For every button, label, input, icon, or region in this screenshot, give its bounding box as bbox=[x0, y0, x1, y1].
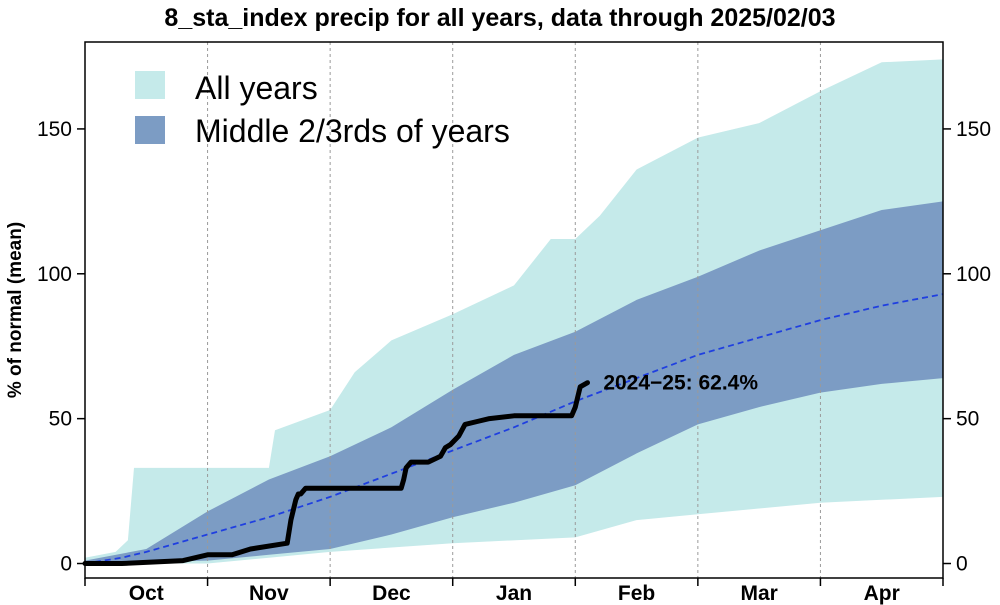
y-axis-title: % of normal (mean) bbox=[5, 222, 26, 398]
band-middle-two-thirds bbox=[85, 201, 943, 564]
current-season-line bbox=[82, 380, 590, 566]
annotation-current-season: 2024−25: 62.4% bbox=[603, 372, 758, 395]
y-tick-label-right: 150 bbox=[956, 118, 991, 141]
y-tick-label-right: 100 bbox=[956, 263, 991, 286]
y-tick-label-left: 0 bbox=[60, 553, 72, 576]
y-tick-label-right: 0 bbox=[956, 553, 968, 576]
y-tick-label-left: 150 bbox=[37, 118, 72, 141]
y-tick-label-left: 50 bbox=[49, 408, 72, 431]
month-label: Dec bbox=[372, 582, 411, 605]
month-label: Jan bbox=[496, 582, 532, 605]
legend-swatch-middle bbox=[135, 116, 165, 144]
month-label: Apr bbox=[864, 582, 900, 605]
mean-line bbox=[84, 293, 944, 565]
month-label: Oct bbox=[129, 582, 164, 605]
legend-swatch-all-years bbox=[135, 71, 165, 99]
band-all-years bbox=[85, 59, 943, 564]
month-label: Mar bbox=[740, 582, 777, 605]
legend: All years Middle 2/3rds of years bbox=[135, 70, 510, 149]
y-tick-label-left: 100 bbox=[37, 263, 72, 286]
legend-label-middle: Middle 2/3rds of years bbox=[195, 113, 510, 149]
y-tick-label-right: 50 bbox=[956, 408, 979, 431]
plot-area: 0 50 100 150 0 50 100 150 Oct Nov Dec Jan Feb Mar Apr bbox=[37, 41, 991, 605]
month-label: Feb bbox=[618, 582, 655, 605]
plot-frame bbox=[84, 41, 944, 579]
month-label: Nov bbox=[249, 582, 289, 605]
legend-label-all-years: All years bbox=[195, 70, 318, 106]
chart-title: 8_sta_index precip for all years, data t… bbox=[164, 4, 835, 32]
